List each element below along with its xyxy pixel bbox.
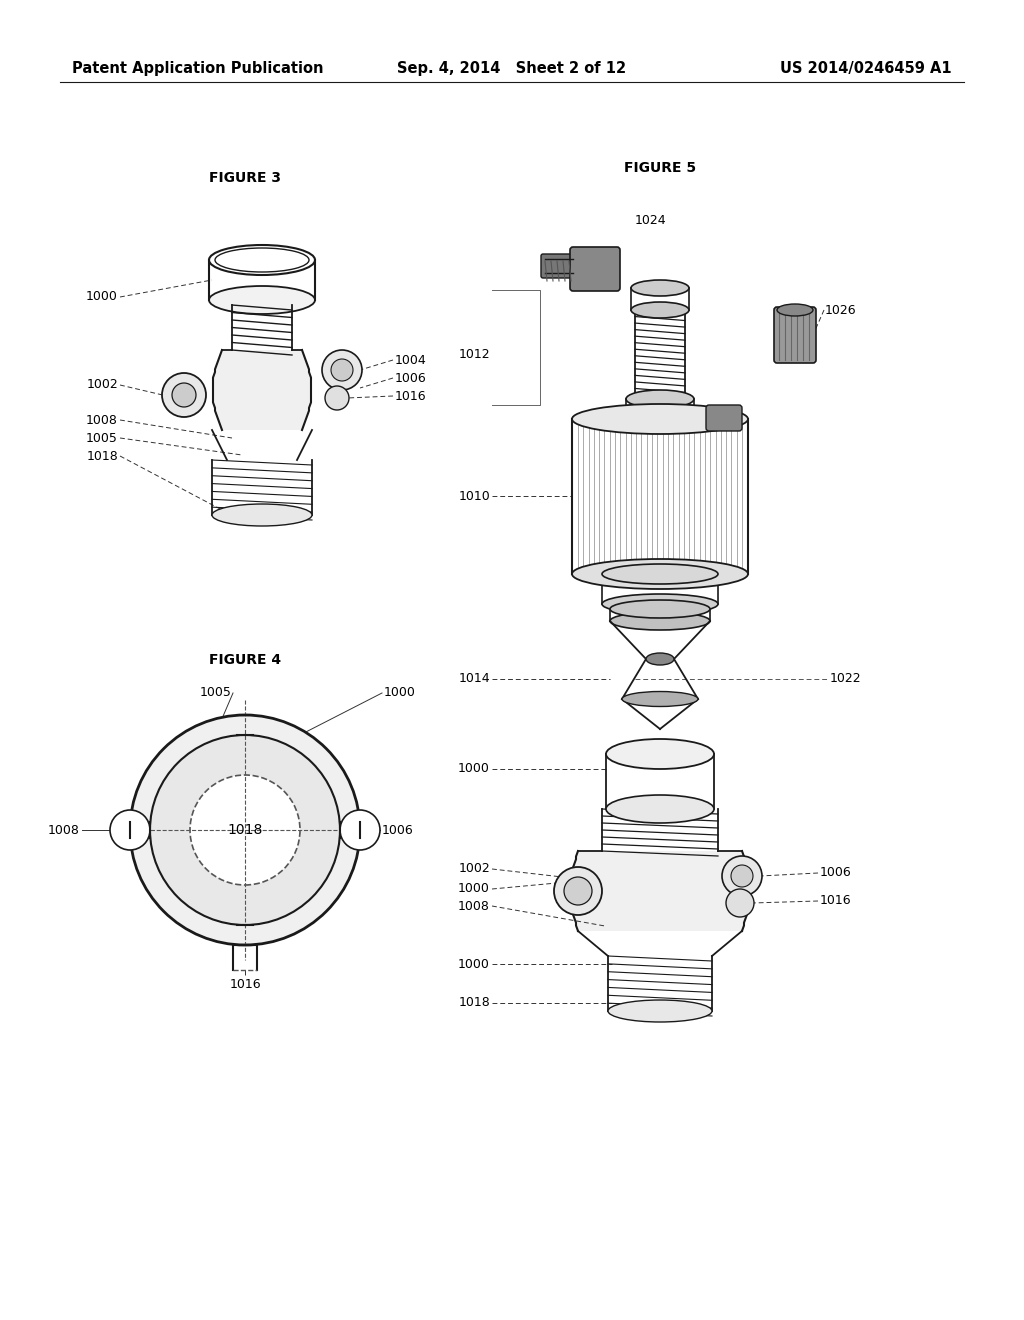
Ellipse shape bbox=[646, 653, 674, 665]
Circle shape bbox=[162, 374, 206, 417]
Circle shape bbox=[726, 888, 754, 917]
Text: 1022: 1022 bbox=[830, 672, 861, 685]
Circle shape bbox=[150, 735, 340, 925]
Circle shape bbox=[130, 715, 360, 945]
Ellipse shape bbox=[626, 389, 694, 408]
Ellipse shape bbox=[622, 692, 698, 706]
Circle shape bbox=[322, 350, 362, 389]
Text: 1012: 1012 bbox=[459, 348, 490, 362]
Text: 1018: 1018 bbox=[459, 997, 490, 1010]
Polygon shape bbox=[213, 350, 311, 430]
Circle shape bbox=[331, 359, 353, 381]
Text: 1018: 1018 bbox=[86, 450, 118, 462]
Text: 1014: 1014 bbox=[459, 672, 490, 685]
Text: 1008: 1008 bbox=[86, 413, 118, 426]
Circle shape bbox=[172, 383, 196, 407]
Text: Sep. 4, 2014   Sheet 2 of 12: Sep. 4, 2014 Sheet 2 of 12 bbox=[397, 61, 627, 75]
Ellipse shape bbox=[626, 411, 694, 428]
Ellipse shape bbox=[631, 280, 689, 296]
Text: 1026: 1026 bbox=[825, 304, 857, 317]
Circle shape bbox=[722, 855, 762, 896]
Ellipse shape bbox=[777, 304, 813, 315]
Ellipse shape bbox=[606, 739, 714, 770]
Text: 1000: 1000 bbox=[458, 883, 490, 895]
Ellipse shape bbox=[608, 1001, 712, 1022]
Text: 1000: 1000 bbox=[458, 763, 490, 776]
Text: 1016: 1016 bbox=[229, 978, 261, 991]
Polygon shape bbox=[571, 851, 749, 931]
Text: 1018: 1018 bbox=[227, 822, 263, 837]
Ellipse shape bbox=[209, 286, 315, 314]
Text: 1024: 1024 bbox=[634, 214, 666, 227]
Ellipse shape bbox=[602, 594, 718, 614]
Circle shape bbox=[190, 775, 300, 884]
Text: 1016: 1016 bbox=[395, 389, 427, 403]
Text: FIGURE 5: FIGURE 5 bbox=[624, 161, 696, 176]
Circle shape bbox=[325, 385, 349, 411]
Circle shape bbox=[731, 865, 753, 887]
Text: 1010: 1010 bbox=[459, 490, 490, 503]
Text: Patent Application Publication: Patent Application Publication bbox=[72, 61, 324, 75]
Text: 1006: 1006 bbox=[395, 371, 427, 384]
Text: 1000: 1000 bbox=[458, 957, 490, 970]
Circle shape bbox=[110, 810, 150, 850]
Ellipse shape bbox=[631, 302, 689, 318]
Text: 1005: 1005 bbox=[86, 432, 118, 445]
Text: 1004: 1004 bbox=[395, 354, 427, 367]
Text: 1002: 1002 bbox=[459, 862, 490, 875]
Ellipse shape bbox=[610, 612, 710, 630]
Ellipse shape bbox=[602, 564, 718, 583]
Text: 1000: 1000 bbox=[384, 686, 416, 700]
Ellipse shape bbox=[606, 795, 714, 822]
Ellipse shape bbox=[610, 601, 710, 618]
Text: FIGURE 4: FIGURE 4 bbox=[209, 653, 281, 667]
Ellipse shape bbox=[212, 504, 312, 525]
Text: 1000: 1000 bbox=[86, 290, 118, 304]
Text: 1008: 1008 bbox=[48, 824, 80, 837]
Text: FIGURE 3: FIGURE 3 bbox=[209, 172, 281, 185]
Text: US 2014/0246459 A1: US 2014/0246459 A1 bbox=[780, 61, 952, 75]
FancyBboxPatch shape bbox=[541, 253, 575, 279]
FancyBboxPatch shape bbox=[774, 308, 816, 363]
Ellipse shape bbox=[572, 404, 748, 434]
Circle shape bbox=[340, 810, 380, 850]
Text: 1002: 1002 bbox=[86, 379, 118, 392]
FancyBboxPatch shape bbox=[570, 247, 620, 290]
Circle shape bbox=[554, 867, 602, 915]
Text: 1006: 1006 bbox=[382, 824, 414, 837]
Text: 1005: 1005 bbox=[200, 686, 232, 700]
FancyBboxPatch shape bbox=[706, 405, 742, 432]
Ellipse shape bbox=[572, 558, 748, 589]
Circle shape bbox=[564, 876, 592, 906]
Text: 1008: 1008 bbox=[458, 899, 490, 912]
Text: 1016: 1016 bbox=[820, 895, 852, 908]
Text: 1006: 1006 bbox=[820, 866, 852, 879]
